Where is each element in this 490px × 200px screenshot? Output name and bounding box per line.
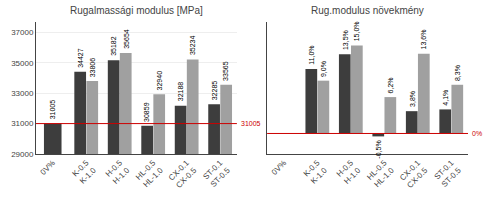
svg-text:-0,5%: -0,5% [375, 140, 382, 158]
svg-text:32940: 32940 [156, 71, 163, 91]
svg-text:15,0%: 15,0% [353, 21, 360, 41]
svg-text:13,6%: 13,6% [420, 30, 427, 50]
svg-text:ST-0.1ST-0.5: ST-0.1ST-0.5 [201, 158, 232, 189]
svg-text:CX-0.1CX-0.5: CX-0.1CX-0.5 [167, 158, 199, 190]
svg-text:HL-0.5HL-1.0: HL-0.5HL-1.0 [365, 158, 396, 189]
svg-text:33565: 33565 [222, 61, 229, 81]
svg-text:35234: 35234 [189, 36, 196, 56]
svg-text:31000: 31000 [11, 119, 34, 128]
svg-text:4,1%: 4,1% [442, 90, 449, 106]
svg-text:11,0%: 11,0% [308, 45, 315, 64]
svg-text:K-0.5K-1.0: K-0.5K-1.0 [71, 158, 99, 186]
svg-text:Rugalmassági modulus [MPa]: Rugalmassági modulus [MPa] [70, 5, 203, 16]
svg-text:31005: 31005 [241, 120, 261, 127]
svg-text:HL-0.5HL-1.0: HL-0.5HL-1.0 [134, 158, 165, 189]
svg-text:35654: 35654 [123, 29, 130, 49]
svg-text:32188: 32188 [177, 82, 184, 102]
svg-text:3,8%: 3,8% [409, 91, 416, 107]
svg-text:13,5%: 13,5% [342, 30, 349, 50]
svg-text:0V%: 0V% [39, 158, 57, 176]
svg-text:6,2%: 6,2% [387, 77, 394, 93]
svg-text:34427: 34427 [77, 48, 84, 68]
svg-text:CX-0.1CX-0.5: CX-0.1CX-0.5 [398, 158, 430, 190]
svg-text:31005: 31005 [49, 100, 56, 120]
svg-text:Rug.modulus növekmény: Rug.modulus növekmény [311, 5, 424, 16]
svg-text:ST-0.1ST-0.5: ST-0.1ST-0.5 [432, 158, 463, 189]
svg-text:32285: 32285 [211, 81, 218, 101]
svg-text:33806: 33806 [89, 58, 96, 78]
svg-text:9,0%: 9,0% [320, 61, 327, 77]
svg-text:H-0.5H-1.0: H-0.5H-1.0 [104, 158, 132, 186]
svg-text:H-0.5H-1.0: H-0.5H-1.0 [335, 158, 363, 186]
svg-text:8,3%: 8,3% [454, 65, 461, 81]
svg-text:30859: 30859 [143, 102, 150, 122]
svg-text:35000: 35000 [11, 59, 34, 68]
svg-text:37000: 37000 [11, 28, 34, 37]
svg-text:29000: 29000 [11, 150, 34, 159]
svg-text:0V%: 0V% [270, 158, 288, 176]
svg-text:35182: 35182 [110, 36, 117, 56]
svg-text:0%: 0% [472, 130, 482, 137]
svg-text:K-0.5K-1.0: K-0.5K-1.0 [302, 158, 330, 186]
svg-text:33000: 33000 [11, 89, 34, 98]
